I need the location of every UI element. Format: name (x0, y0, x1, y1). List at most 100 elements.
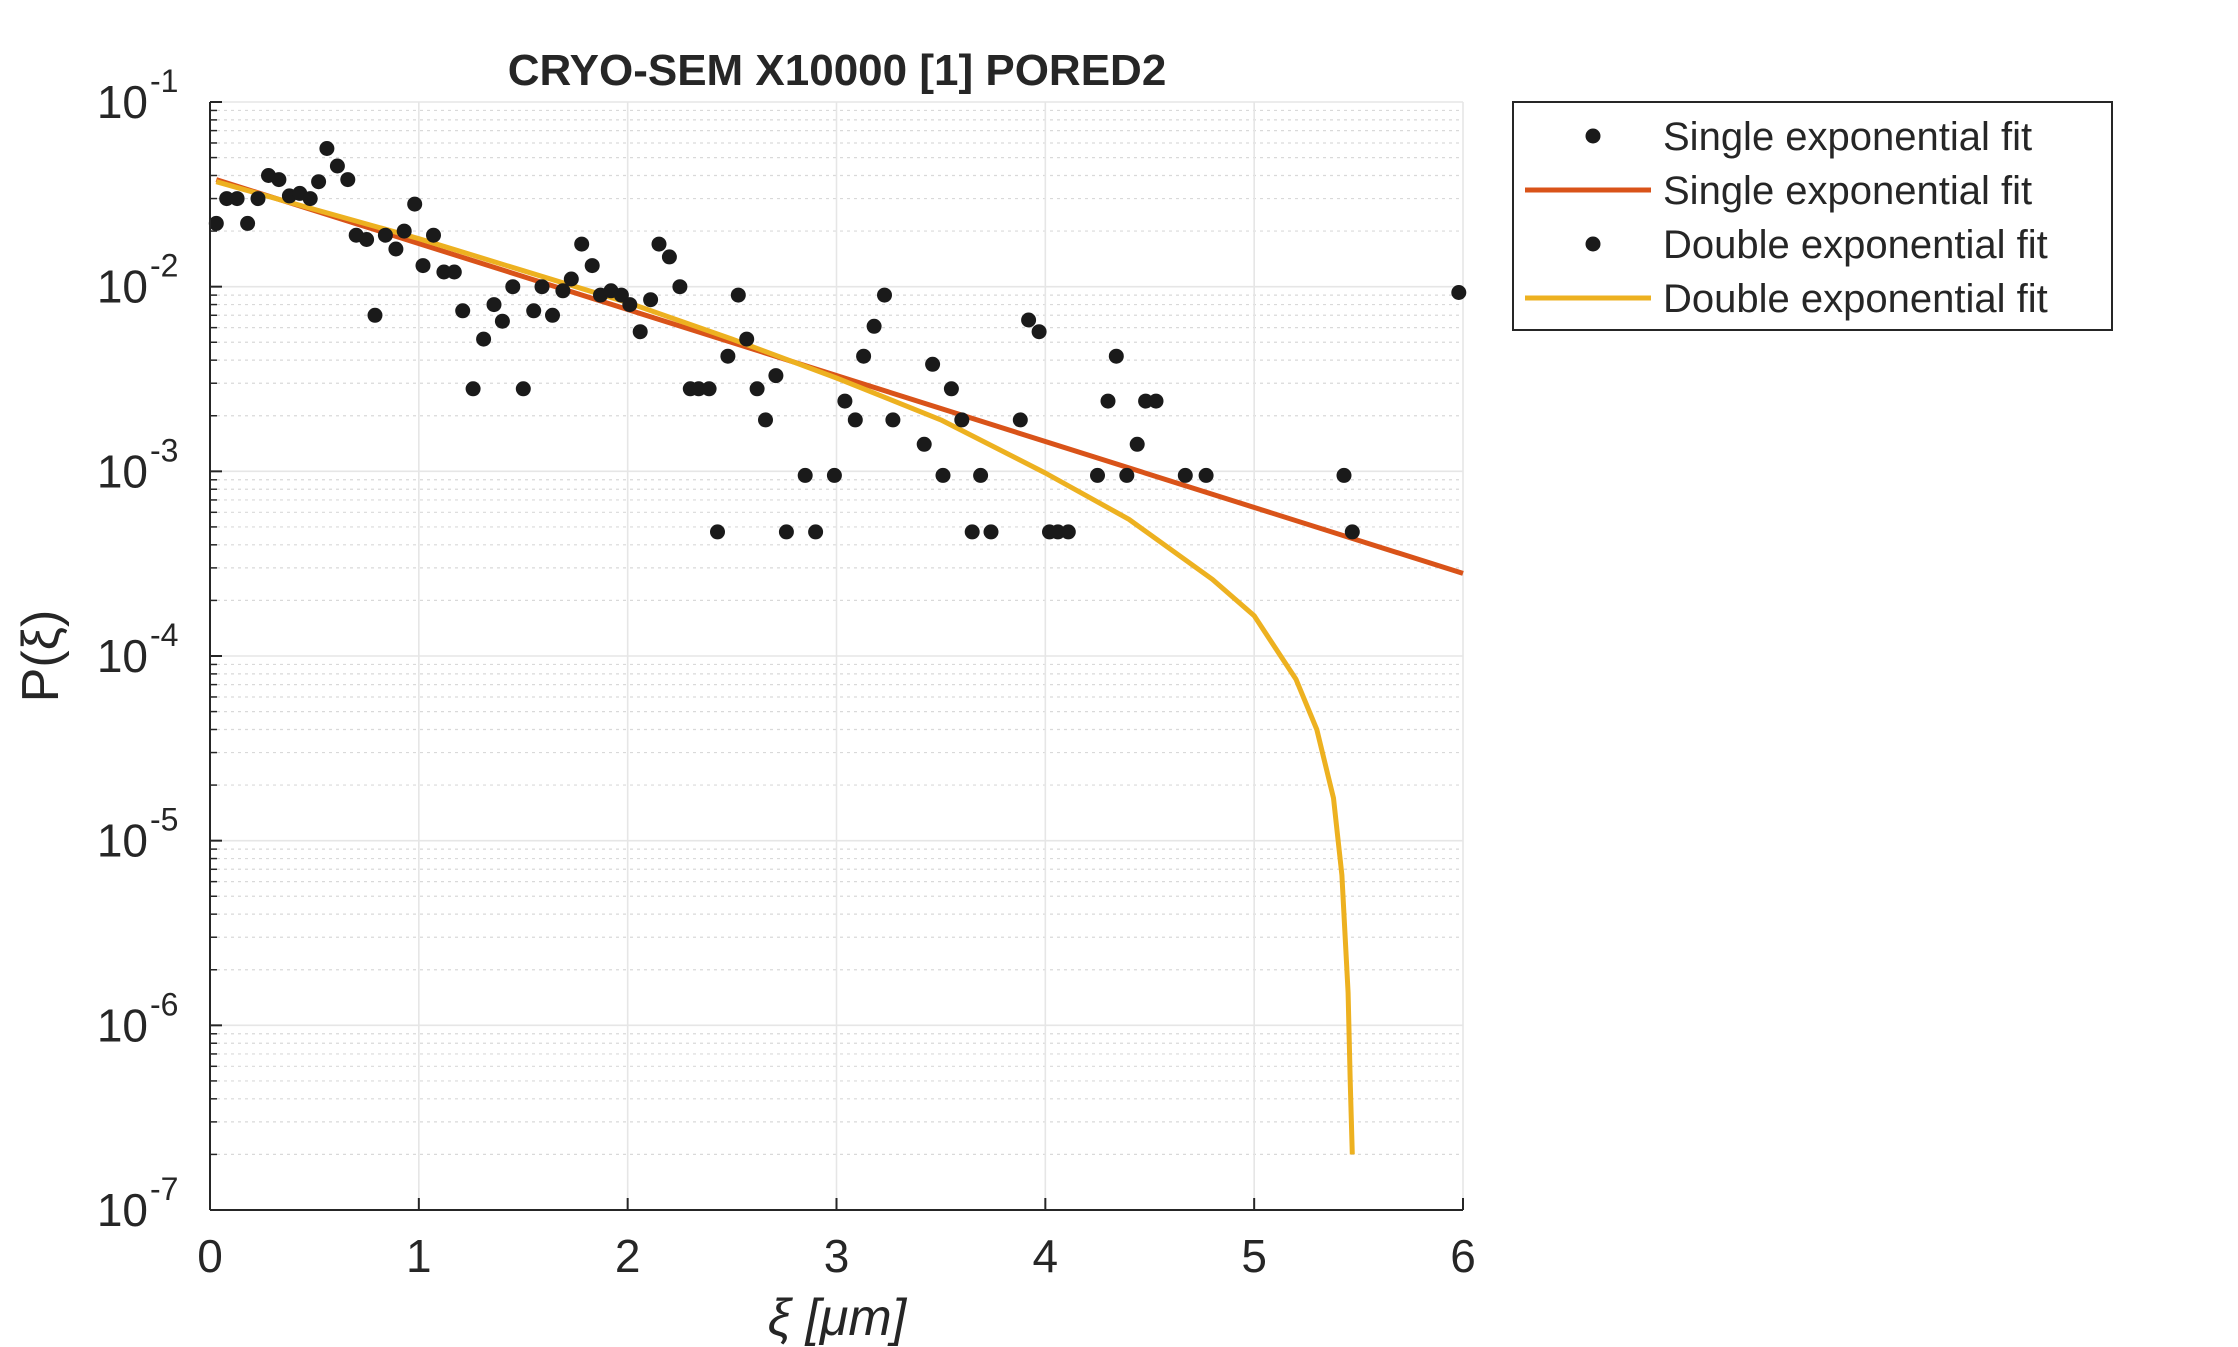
data-point (1148, 393, 1164, 409)
legend: Single exponential fit Single exponential… (1512, 101, 2113, 331)
data-point (486, 297, 502, 313)
data-point (329, 158, 345, 174)
data-point (710, 524, 725, 540)
legend-label: Double exponential fit (1663, 223, 2048, 267)
data-point (271, 172, 287, 188)
data-point (701, 381, 717, 397)
data-point (1108, 348, 1124, 364)
y-tick-label: 10 (97, 1184, 148, 1236)
data-point (555, 283, 571, 299)
y-tick-exponent: -7 (150, 1171, 178, 1207)
data-point (954, 412, 970, 428)
y-tick-exponent: -3 (150, 432, 178, 468)
double-fit-line (215, 179, 1355, 1155)
data-point (797, 467, 813, 483)
chart-title: CRYO-SEM X10000 [1] PORED2 (508, 46, 1167, 95)
data-point (1129, 436, 1145, 452)
x-tick-label: 0 (197, 1230, 223, 1282)
data-point (1177, 467, 1193, 483)
data-point (632, 324, 648, 340)
y-tick-label: 10 (97, 999, 148, 1051)
data-point (574, 236, 590, 252)
data-point (1198, 467, 1214, 483)
data-point (1012, 412, 1028, 428)
data-point (720, 348, 736, 364)
data-point (1119, 467, 1135, 483)
legend-marker (1585, 236, 1601, 252)
data-point (455, 303, 471, 319)
data-point (240, 215, 256, 231)
data-point (847, 412, 863, 428)
y-tick-label: 10 (97, 76, 148, 128)
data-point (661, 249, 677, 265)
y-axis-label: P(ξ) (12, 610, 70, 703)
data-point (388, 241, 404, 257)
data-point (643, 292, 659, 308)
y-tick-exponent: -6 (150, 986, 178, 1022)
data-point (672, 279, 688, 295)
data-point (622, 297, 638, 313)
data-point (302, 191, 318, 207)
data-point (396, 223, 412, 239)
data-point (476, 331, 492, 347)
data-point (778, 524, 794, 540)
data-point (426, 227, 441, 243)
x-tick-label: 1 (406, 1230, 432, 1282)
data-point (1021, 312, 1037, 328)
data-point (925, 356, 941, 372)
data-point (311, 174, 327, 190)
data-point (885, 412, 901, 428)
data-point (526, 303, 542, 319)
data-point (826, 467, 842, 483)
data-point (1451, 285, 1467, 300)
legend-label: Single exponential fit (1663, 115, 2032, 159)
data-point (973, 467, 989, 483)
data-point (1031, 324, 1047, 340)
data-point (943, 381, 959, 397)
data-point (808, 524, 824, 540)
data-point (250, 191, 266, 207)
y-tick-exponent: -5 (150, 802, 178, 838)
data-point (515, 381, 531, 397)
data-point (563, 271, 579, 287)
legend-label: Double exponential fit (1663, 277, 2048, 321)
axes: 0 1 2 3 4 5 610-710-610-510-410-310-210-1 (97, 63, 1476, 1282)
y-tick-label: 10 (97, 445, 148, 497)
data-point (691, 381, 707, 397)
data-point (359, 232, 375, 247)
y-tick-label: 10 (97, 261, 148, 313)
data-point (340, 172, 356, 188)
data-point (436, 264, 452, 280)
data-point (1138, 393, 1154, 409)
data-point (367, 307, 383, 323)
data-point (1336, 467, 1352, 483)
data-point (319, 141, 335, 156)
data-point (1090, 467, 1105, 483)
y-tick-exponent: -4 (150, 617, 178, 653)
data-point (1050, 524, 1066, 540)
data-point (494, 313, 510, 329)
data-point (916, 436, 932, 452)
data-point (837, 393, 853, 409)
x-tick-label: 5 (1241, 1230, 1267, 1282)
data-point (229, 191, 245, 207)
x-axis-label: ξ [μm] (768, 1289, 908, 1347)
data-point (1344, 524, 1360, 540)
data-point (1100, 393, 1116, 409)
y-tick-label: 10 (97, 815, 148, 867)
data-point (739, 331, 755, 347)
data-point (505, 279, 521, 295)
data-point (584, 258, 600, 274)
data-point (651, 236, 667, 252)
data-point (935, 467, 951, 483)
data-point (465, 381, 481, 397)
data-point (866, 318, 882, 334)
data-point (877, 287, 892, 303)
x-tick-label: 2 (615, 1230, 641, 1282)
x-tick-label: 6 (1450, 1230, 1476, 1282)
series-layer (208, 141, 1467, 1155)
legend-marker (1585, 128, 1601, 144)
y-tick-exponent: -2 (150, 248, 178, 284)
data-point (208, 215, 224, 231)
